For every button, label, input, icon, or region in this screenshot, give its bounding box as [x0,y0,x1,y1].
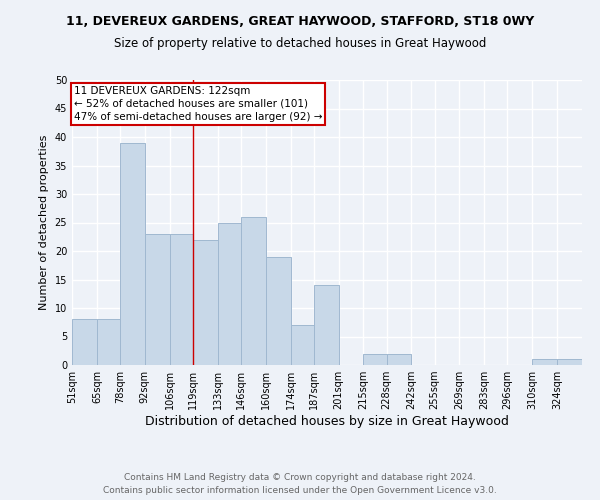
Text: Contains HM Land Registry data © Crown copyright and database right 2024.
Contai: Contains HM Land Registry data © Crown c… [103,474,497,495]
Bar [557,360,582,365]
Bar [532,360,557,365]
Text: Size of property relative to detached houses in Great Haywood: Size of property relative to detached ho… [114,38,486,51]
Bar [386,354,412,365]
Bar [72,320,97,365]
Y-axis label: Number of detached properties: Number of detached properties [39,135,49,310]
Bar [218,222,241,365]
Bar [145,234,170,365]
Bar [170,234,193,365]
Bar [364,354,386,365]
Bar [266,256,290,365]
Text: 11, DEVEREUX GARDENS, GREAT HAYWOOD, STAFFORD, ST18 0WY: 11, DEVEREUX GARDENS, GREAT HAYWOOD, STA… [66,15,534,28]
Bar [241,217,266,365]
Bar [193,240,218,365]
Bar [120,142,145,365]
Bar [290,325,314,365]
Bar [97,320,120,365]
Bar [314,285,338,365]
X-axis label: Distribution of detached houses by size in Great Haywood: Distribution of detached houses by size … [145,415,509,428]
Text: 11 DEVEREUX GARDENS: 122sqm
← 52% of detached houses are smaller (101)
47% of se: 11 DEVEREUX GARDENS: 122sqm ← 52% of det… [74,86,322,122]
